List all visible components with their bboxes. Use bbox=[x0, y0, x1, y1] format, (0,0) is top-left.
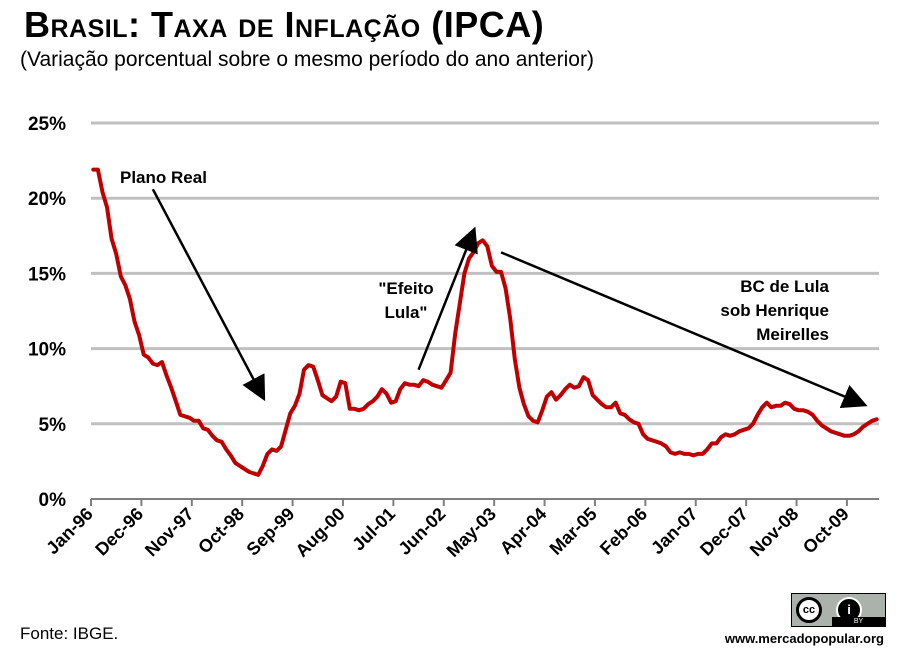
x-tick-label: Jan-07 bbox=[647, 504, 701, 558]
source-note: Fonte: IBGE. bbox=[20, 624, 119, 643]
y-tick-label: 20% bbox=[28, 189, 66, 210]
gridlines bbox=[91, 121, 879, 426]
y-tick-label: 15% bbox=[28, 264, 66, 285]
x-tick-label: Nov-08 bbox=[746, 504, 803, 561]
x-tick-label: Mar-05 bbox=[546, 504, 601, 559]
annotation-label: Plano Real bbox=[120, 168, 207, 187]
x-tick-label: May-03 bbox=[443, 504, 500, 561]
x-tick-label: Sep-99 bbox=[243, 504, 299, 560]
x-tick-label: Oct-98 bbox=[194, 504, 248, 558]
x-tick-label: Dec-96 bbox=[91, 504, 147, 560]
cc-icon: cc bbox=[796, 597, 822, 623]
x-tick-label: Jul-01 bbox=[348, 504, 399, 555]
annotations: Plano Real "Efeito Lula" BC de Lula sob Henr… bbox=[120, 168, 868, 409]
x-tick-label: Dec-07 bbox=[696, 504, 752, 560]
annotation-label: "Efeito Lula" bbox=[378, 279, 433, 322]
website-link[interactable]: www.mercadopopular.org bbox=[724, 631, 884, 646]
series-layer bbox=[91, 167, 879, 477]
y-axis-tick-labels: 0% 5% 10% 15% 20% 25% bbox=[28, 114, 66, 511]
y-tick-label: 0% bbox=[39, 490, 67, 511]
x-tick-label: Apr-04 bbox=[496, 504, 550, 558]
annotation-label: BC de Lula sob Henrique Meirelles bbox=[720, 277, 829, 344]
page-subtitle: (Variação porcentual sobre o mesmo perío… bbox=[20, 48, 594, 71]
y-tick-label: 10% bbox=[28, 340, 66, 361]
x-tick-label: Nov-97 bbox=[141, 504, 198, 561]
x-axis bbox=[90, 498, 879, 506]
x-tick-label: Feb-06 bbox=[596, 504, 651, 559]
page-title: Brasil: Taxa de Inflação (IPCA) bbox=[24, 4, 545, 45]
annotation-arrow bbox=[151, 188, 266, 402]
series-line bbox=[91, 167, 879, 477]
y-tick-label: 5% bbox=[39, 415, 67, 436]
annotation-arrow bbox=[500, 251, 868, 409]
x-tick-label: Oct-09 bbox=[799, 504, 853, 558]
by-label: BY bbox=[832, 617, 885, 626]
annotation-arrow bbox=[417, 226, 478, 371]
cc-by-license-badge[interactable]: cc i BY bbox=[791, 593, 886, 627]
y-tick-label: 25% bbox=[28, 114, 66, 135]
inflation-line-chart: 0% 5% 10% 15% 20% 25% Jan-96Dec-96Nov-97Oct-9… bbox=[28, 114, 879, 561]
x-tick-label: Aug-00 bbox=[292, 504, 349, 561]
x-tick-label: Jun-02 bbox=[394, 504, 449, 559]
x-tick-label: Jan-96 bbox=[42, 504, 96, 558]
